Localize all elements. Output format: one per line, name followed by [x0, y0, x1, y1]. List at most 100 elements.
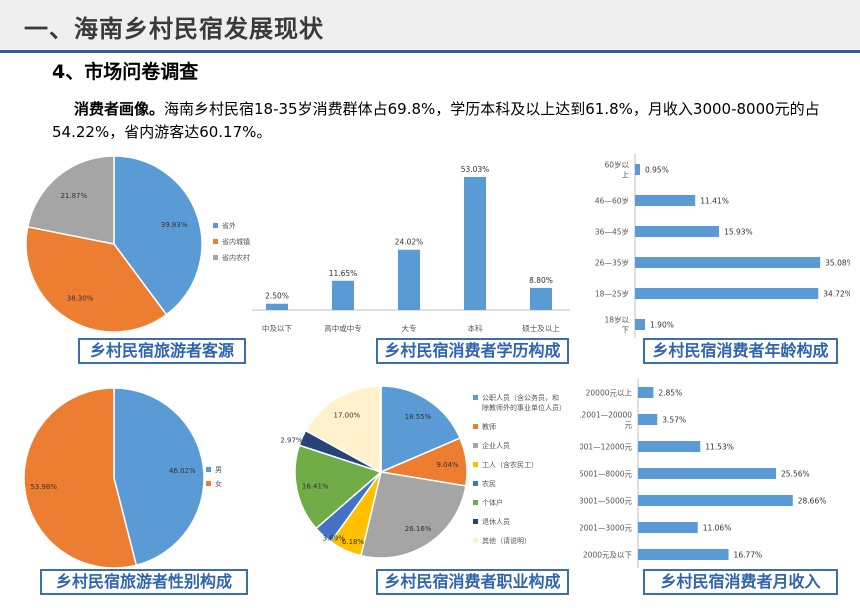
- chart-source: 39.83% 38.30% 21.87% 省外 省内城镇 省内农村: [10, 150, 272, 338]
- intro-text: 海南乡村民宿18-35岁消费群体占69.8%，学历本科及以上达到61.8%，月收…: [52, 100, 820, 141]
- intro-paragraph: 消费者画像。海南乡村民宿18-35岁消费群体占69.8%，学历本科及以上达到61…: [52, 98, 822, 144]
- caption-education: 乡村民宿消费者学历构成: [376, 338, 569, 364]
- slice-label: 6.18%: [342, 538, 365, 546]
- caption-income: 乡村民宿消费者月收入: [643, 569, 838, 595]
- bar-value-label: 24.02%: [395, 238, 424, 247]
- legend-swatch: [473, 395, 478, 400]
- slice-label: 2.97%: [280, 436, 303, 444]
- slice-label: 16.41%: [302, 482, 329, 490]
- bar-value-label: 2.50%: [265, 292, 289, 301]
- bar: [332, 280, 354, 310]
- x-tick-label: 本科: [468, 323, 483, 333]
- bar-value-label: 11.53%: [705, 443, 734, 452]
- y-tick-label: 26—35岁: [595, 258, 629, 268]
- bar-value-label: 8.80%: [529, 276, 553, 285]
- legend-label: 个体户: [482, 498, 503, 507]
- bar: [635, 164, 641, 175]
- y-tick-label: 下: [622, 326, 630, 335]
- section-title: 4、市场问卷调查: [52, 61, 199, 83]
- bar: [638, 441, 701, 452]
- legend-label: 教师: [482, 422, 496, 431]
- y-tick-label: 60岁以: [604, 160, 629, 170]
- legend-swatch: [473, 519, 478, 524]
- legend-swatch: [213, 239, 218, 244]
- bar: [635, 257, 821, 268]
- y-tick-label: 元: [625, 421, 633, 430]
- legend-swatch: [473, 443, 478, 448]
- bar: [635, 195, 696, 206]
- legend-label: 省外: [222, 221, 236, 230]
- caption-gender: 乡村民宿旅游者性别构成: [40, 569, 248, 595]
- legend-label: 女: [215, 479, 222, 488]
- legend-label: 男: [215, 466, 222, 474]
- legend-label: 省内农村: [222, 253, 250, 262]
- slice-label: 38.30%: [67, 295, 94, 303]
- x-tick-label: 硕士及以上: [522, 323, 560, 333]
- chart-education-svg: 2.50% 中及以下 11.65% 高中或中专 24.02% 大专 53.03% 本科 8.80…: [252, 165, 570, 333]
- bar-value-label: 11.06%: [703, 524, 732, 533]
- chart-income: 2.85% 20000元以上 3.57% 12001—20000元 11.53% 8001…: [580, 378, 850, 568]
- bar-value-label: 11.41%: [700, 197, 729, 206]
- chart-occupation: 18.55% 9.04% 26.16% 6.18% 3.69% 16.41% 2.97% 17…: [266, 378, 586, 568]
- title-bar: 一、海南乡村民宿发展现状: [0, 0, 860, 50]
- y-tick-label: 2000元及以下: [583, 551, 633, 560]
- pie-slice: [113, 155, 203, 316]
- legend-label: 其他（请说明）: [482, 536, 531, 545]
- bar-value-label: 3.57%: [662, 416, 686, 425]
- bar: [638, 549, 729, 560]
- x-tick-label: 大专: [402, 323, 417, 333]
- pie-slice: [26, 155, 115, 245]
- intro-lead: 消费者画像。: [74, 100, 165, 118]
- legend-label: 除教师外的事业单位人员）: [482, 403, 566, 412]
- legend-label: 企业人员: [482, 441, 510, 450]
- legend-swatch: [213, 255, 218, 260]
- y-tick-label: 20000元以上: [586, 389, 633, 398]
- pie-slice: [25, 225, 168, 333]
- bar: [638, 522, 698, 533]
- bar-value-label: 1.90%: [650, 321, 674, 330]
- bar: [266, 303, 288, 310]
- caption-occupation: 乡村民宿消费者职业构成: [376, 569, 569, 595]
- slice-label: 46.02%: [169, 467, 196, 475]
- legend-label: 省内城镇: [222, 237, 250, 246]
- caption-age: 乡村民宿消费者年龄构成: [643, 338, 838, 364]
- bar: [638, 387, 654, 398]
- chart-gender-svg: 46.02% 53.98% 男女: [23, 387, 222, 568]
- legend-swatch: [473, 424, 478, 429]
- slice-label: 17.00%: [334, 411, 361, 419]
- legend-swatch: [473, 500, 478, 505]
- y-tick-label: 2001—3000元: [580, 524, 632, 533]
- bar-value-label: 2.85%: [658, 389, 682, 398]
- chart-education: 2.50% 中及以下 11.65% 高中或中专 24.02% 大专 53.03% 本科 8.80…: [252, 150, 570, 342]
- slice-label: 18.55%: [405, 413, 432, 421]
- bar-value-label: 16.77%: [734, 551, 763, 560]
- pie-slice: [113, 387, 205, 567]
- legend-label: 农民: [482, 479, 496, 488]
- y-tick-label: 3001—5000元: [580, 497, 632, 506]
- bar-value-label: 15.93%: [724, 228, 753, 237]
- pie-slice: [23, 387, 138, 568]
- bar-value-label: 11.65%: [329, 269, 358, 278]
- legend-label: 退休人员: [482, 517, 510, 526]
- page-title: 一、海南乡村民宿发展现状: [24, 15, 324, 43]
- bar: [635, 226, 720, 237]
- chart-occupation-svg: 18.55% 9.04% 26.16% 6.18%3.69% 16.41% 2.97% 17…: [280, 385, 566, 559]
- y-tick-label: 36—45岁: [595, 227, 629, 237]
- pie-slice: [360, 471, 467, 559]
- y-tick-label: 46—60岁: [595, 196, 629, 206]
- caption-source: 乡村民宿旅游者客源: [78, 338, 246, 364]
- y-tick-label: 8001—12000元: [580, 443, 632, 452]
- y-tick-label: 5001—8000元: [580, 470, 632, 479]
- chart-gender: 46.02% 53.98% 男女: [10, 378, 272, 568]
- title-divider: [0, 50, 860, 53]
- bar: [530, 287, 552, 310]
- bar: [638, 414, 658, 425]
- bar-value-label: 35.08%: [825, 259, 850, 268]
- bar-value-label: 53.03%: [461, 165, 490, 174]
- slice-label: 53.98%: [30, 483, 57, 491]
- chart-income-svg: 2.85% 20000元以上 3.57% 12001—20000元 11.53% 8001…: [580, 379, 826, 568]
- y-tick-label: 上: [622, 171, 630, 180]
